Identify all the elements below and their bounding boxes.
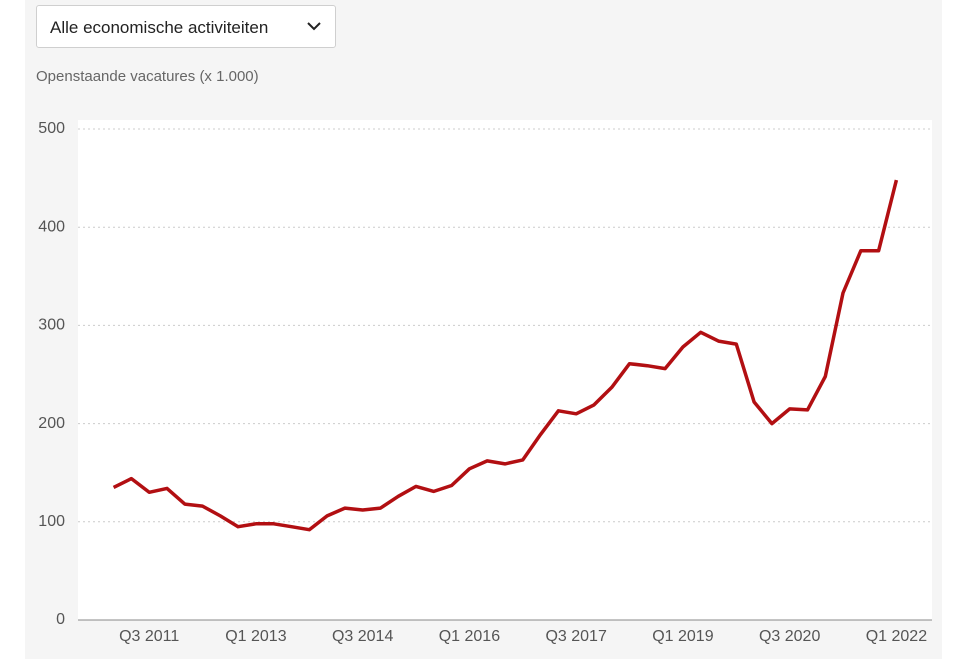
- dropdown-label: Alle economische activiteiten: [50, 18, 269, 37]
- y-tick-label: 300: [38, 317, 65, 334]
- y-tick-label: 400: [38, 218, 65, 235]
- y-axis-label: Openstaande vacatures (x 1.000): [36, 68, 259, 85]
- x-tick-label: Q3 2011: [119, 628, 179, 645]
- y-tick-label: 0: [56, 611, 65, 628]
- dropdown[interactable]: Alle economische activiteiten: [36, 5, 336, 48]
- y-tick-label: 200: [38, 415, 65, 432]
- y-tick-label: 500: [38, 120, 65, 137]
- x-tick-label: Q1 2013: [225, 628, 286, 645]
- x-tick-label: Q3 2017: [545, 628, 606, 645]
- plot-area: [78, 120, 932, 620]
- data-line: [112, 179, 899, 532]
- x-tick-label: Q3 2014: [332, 628, 393, 645]
- x-tick-label: Q3 2020: [759, 628, 820, 645]
- x-tick-label: Q1 2019: [652, 628, 713, 645]
- chevron-icon: [307, 22, 321, 31]
- x-tick-label: Q1 2022: [866, 628, 927, 645]
- y-tick-label: 100: [38, 513, 65, 530]
- x-tick-label: Q1 2016: [439, 628, 500, 645]
